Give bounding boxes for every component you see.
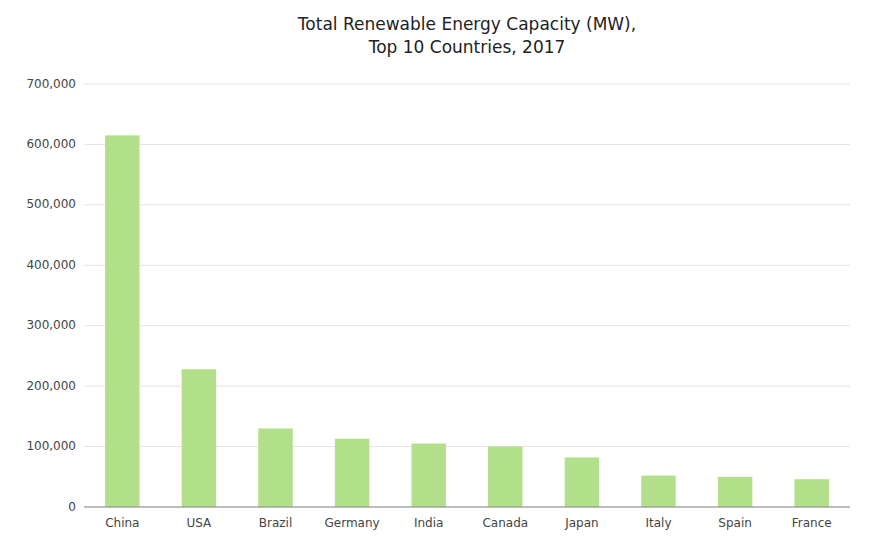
bar — [105, 135, 139, 507]
y-tick-label: 0 — [68, 500, 76, 514]
x-axis-line — [84, 507, 850, 508]
y-tick-labels: 0 100,000 200,000 300,000 400,000 500,000 600,… — [26, 77, 76, 514]
chart-container: Total Renewable Energy Capacity (MW), Top… — [0, 0, 874, 551]
grid-line — [84, 265, 850, 266]
x-tick-label: Brazil — [259, 516, 293, 530]
page: {"chart_data": {"type": "bar", "title": … — [0, 0, 874, 551]
bar — [335, 439, 369, 507]
title: Total Renewable Energy Capacity (MW), Top… — [297, 14, 636, 57]
bars — [105, 135, 829, 507]
y-tick-label: 200,000 — [26, 379, 76, 393]
bar — [488, 447, 522, 507]
bar — [641, 476, 675, 507]
x-tick-label: Spain — [718, 516, 752, 530]
title-line: Top 10 Countries, 2017 — [368, 37, 566, 57]
y-tick-label: 100,000 — [26, 439, 76, 453]
grid-line — [84, 84, 850, 85]
y-grid — [84, 84, 850, 507]
x-tick-label: Japan — [564, 516, 598, 530]
grid-line — [84, 325, 850, 326]
x-tick-label: France — [792, 516, 832, 530]
y-tick-label: 400,000 — [26, 258, 76, 272]
grid-line — [84, 507, 850, 508]
y-tick-label: 600,000 — [26, 137, 76, 151]
y-tick-label: 700,000 — [26, 77, 76, 91]
y-tick-label: 300,000 — [26, 318, 76, 332]
bar — [411, 444, 445, 507]
x-tick-labels: China USA Brazil Germany India Canada Japan Ita… — [105, 516, 831, 530]
chart-svg: Total Renewable Energy Capacity (MW), Top… — [0, 0, 874, 551]
bar — [794, 479, 828, 507]
title-line: Total Renewable Energy Capacity (MW), — [297, 14, 636, 34]
x-tick-label: China — [105, 516, 139, 530]
y-tick-label: 500,000 — [26, 197, 76, 211]
bar — [258, 428, 292, 507]
x-tick-label: India — [414, 516, 443, 530]
x-tick-label: Canada — [482, 516, 528, 530]
x-tick-label: USA — [186, 516, 212, 530]
grid-line — [84, 144, 850, 145]
bar — [718, 477, 752, 507]
bar — [565, 457, 599, 507]
bar — [182, 369, 216, 507]
grid-line — [84, 204, 850, 205]
x-tick-label: Italy — [645, 516, 671, 530]
x-tick-label: Germany — [325, 516, 380, 530]
